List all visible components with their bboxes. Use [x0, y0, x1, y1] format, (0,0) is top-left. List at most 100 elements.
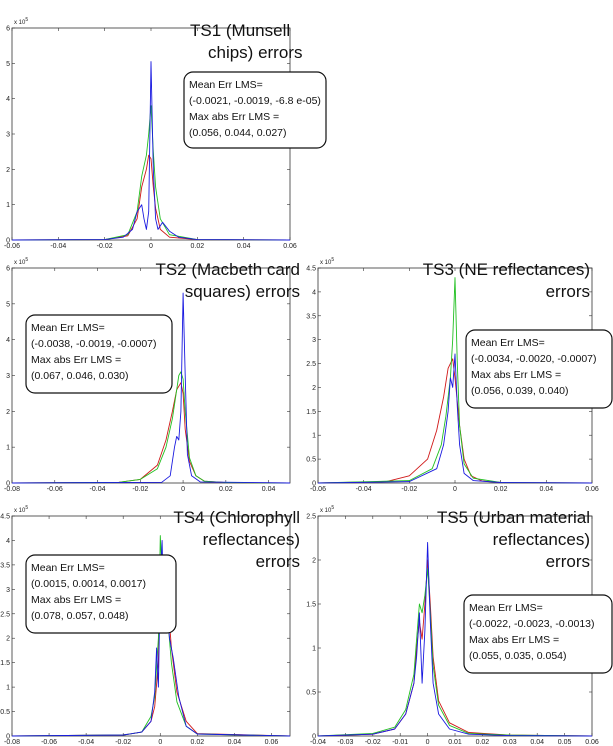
annotation-line: (0.067, 0.046, 0.030): [31, 370, 129, 382]
x-tick-label: 0.04: [530, 739, 544, 746]
annotation-line: (-0.0022, -0.0023, -0.0013): [469, 618, 595, 630]
series-line-blue: [317, 353, 593, 484]
y-tick-label: 2: [6, 636, 10, 643]
y-tick-label: 1: [312, 646, 316, 653]
x-tick-label: 0.04: [228, 739, 242, 746]
x-tick-label: 0.01: [448, 739, 462, 746]
y-tick-label: 1: [312, 433, 316, 440]
annotation-line: Max abs Err LMS =: [471, 369, 561, 381]
chart-title-line: chips) errors: [208, 43, 302, 62]
y-tick-label: 2.5: [306, 514, 316, 521]
y-tick-label: 1: [6, 202, 10, 209]
chart-4: -0.08 -0.06 -0.04 -0.02 0 0.02 0.04 0.06 0 0.5 1 1.…: [0, 505, 300, 746]
series-line-green: [11, 371, 291, 484]
x-tick-label: -0.04: [90, 486, 106, 493]
annotation-box: [183, 71, 327, 149]
annotation-box: [465, 329, 613, 409]
x-tick-label: -0.02: [365, 739, 381, 746]
x-tick-label: 0.06: [283, 243, 297, 250]
x-tick-label: -0.06: [41, 739, 57, 746]
y-tick-label: 3.5: [306, 313, 316, 320]
y-tick-label: 4: [6, 96, 10, 103]
x-tick-label: 0.06: [585, 486, 599, 493]
x-tick-label: 0.02: [476, 739, 490, 746]
chart-5: -0.04 -0.03 -0.02 -0.01 0 0.01 0.02 0.03 0.04 0.0…: [306, 505, 613, 746]
x-tick-label: 0.06: [265, 739, 279, 746]
x-tick-label: -0.06: [47, 486, 63, 493]
annotation-line: (0.0015, 0.0014, 0.0017): [31, 578, 146, 590]
y-tick-label: 5: [6, 61, 10, 68]
x-tick-label: 0.02: [191, 739, 205, 746]
annotation-line: Mean Err LMS=: [471, 337, 545, 349]
chart-1: -0.06 -0.04 -0.02 0 0.02 0.04 0.06 0 1 2 3 4 5 6 x 105…: [4, 17, 327, 250]
annotation-line: Mean Err LMS=: [189, 79, 263, 91]
y-exponent-label: x 105: [14, 17, 28, 26]
x-tick-label: -0.06: [4, 243, 20, 250]
y-tick-label: 1.5: [0, 660, 10, 667]
y-tick-label: 3: [6, 587, 10, 594]
y-exponent-label: x 105: [320, 257, 334, 266]
y-tick-label: 3: [6, 132, 10, 139]
series-line-blue: [11, 61, 291, 241]
x-tick-label: 0: [158, 739, 162, 746]
x-tick-label: 0.04: [262, 486, 276, 493]
x-tick-label: -0.04: [78, 739, 94, 746]
y-tick-label: 2: [312, 558, 316, 565]
x-tick-label: 0: [453, 486, 457, 493]
y-exponent-label: x 105: [14, 257, 28, 266]
annotation-line: (0.055, 0.035, 0.054): [469, 650, 567, 662]
annotation-box: [25, 554, 177, 634]
chart-title-line: TS4 (Chlorophyll: [173, 508, 300, 527]
x-tick-label: 0.02: [191, 243, 205, 250]
x-tick-label: -0.02: [115, 739, 131, 746]
annotation-line: Max abs Err LMS =: [31, 354, 121, 366]
chart-title-line: TS5 (Urban material: [437, 508, 590, 527]
x-tick-label: 0.06: [585, 739, 599, 746]
chart-3: -0.06 -0.04 -0.02 0 0.02 0.04 0.06 0 0.5 1 1.5 2 2.5…: [306, 257, 613, 493]
y-tick-label: 0.5: [306, 457, 316, 464]
series-line-blue: [11, 539, 291, 737]
x-tick-label: -0.04: [310, 739, 326, 746]
y-tick-label: 1.5: [306, 602, 316, 609]
series-line-green: [317, 277, 593, 484]
series-line-blue: [317, 541, 593, 737]
x-tick-label: 0: [149, 243, 153, 250]
y-tick-label: 0: [6, 481, 10, 488]
y-tick-label: 5: [6, 301, 10, 308]
x-tick-label: 0.04: [237, 243, 251, 250]
y-tick-label: 4.5: [306, 266, 316, 273]
x-tick-label: 0: [181, 486, 185, 493]
y-tick-label: 1: [6, 445, 10, 452]
annotation-line: (0.056, 0.039, 0.040): [471, 385, 569, 397]
x-tick-label: -0.04: [50, 243, 66, 250]
annotation-line: (-0.0034, -0.0020, -0.0007): [471, 353, 597, 365]
chart-2: -0.08 -0.06 -0.04 -0.02 0 0.02 0.04 0 1 2 3 4 5 6 x 10…: [4, 257, 300, 493]
x-tick-label: 0.02: [494, 486, 508, 493]
chart-title-line: squares) errors: [185, 282, 300, 301]
y-tick-label: 2: [6, 167, 10, 174]
chart-title-line: TS3 (NE reflectances): [423, 260, 590, 279]
x-tick-label: -0.02: [132, 486, 148, 493]
annotation-line: Max abs Err LMS =: [469, 634, 559, 646]
annotation-line: Max abs Err LMS =: [31, 594, 121, 606]
x-tick-label: -0.02: [97, 243, 113, 250]
y-tick-label: 0: [6, 734, 10, 741]
y-tick-label: 2.5: [306, 361, 316, 368]
x-tick-label: 0.05: [558, 739, 572, 746]
annotation-line: (-0.0038, -0.0019, -0.0007): [31, 338, 157, 350]
annotation-line: (0.056, 0.044, 0.027): [189, 127, 287, 139]
annotation-line: Mean Err LMS=: [469, 602, 543, 614]
chart-title-line: errors: [546, 282, 590, 301]
annotation-box: [25, 314, 173, 394]
y-tick-label: 4.5: [0, 514, 10, 521]
x-tick-label: -0.02: [401, 486, 417, 493]
chart-title-line: reflectances): [203, 530, 300, 549]
x-tick-label: 0.04: [540, 486, 554, 493]
series-line-green: [317, 568, 593, 737]
y-tick-label: 1.5: [306, 409, 316, 416]
y-tick-label: 3: [312, 337, 316, 344]
y-tick-label: 0.5: [0, 709, 10, 716]
annotation-line: Mean Err LMS=: [31, 322, 105, 334]
x-tick-label: -0.03: [337, 739, 353, 746]
